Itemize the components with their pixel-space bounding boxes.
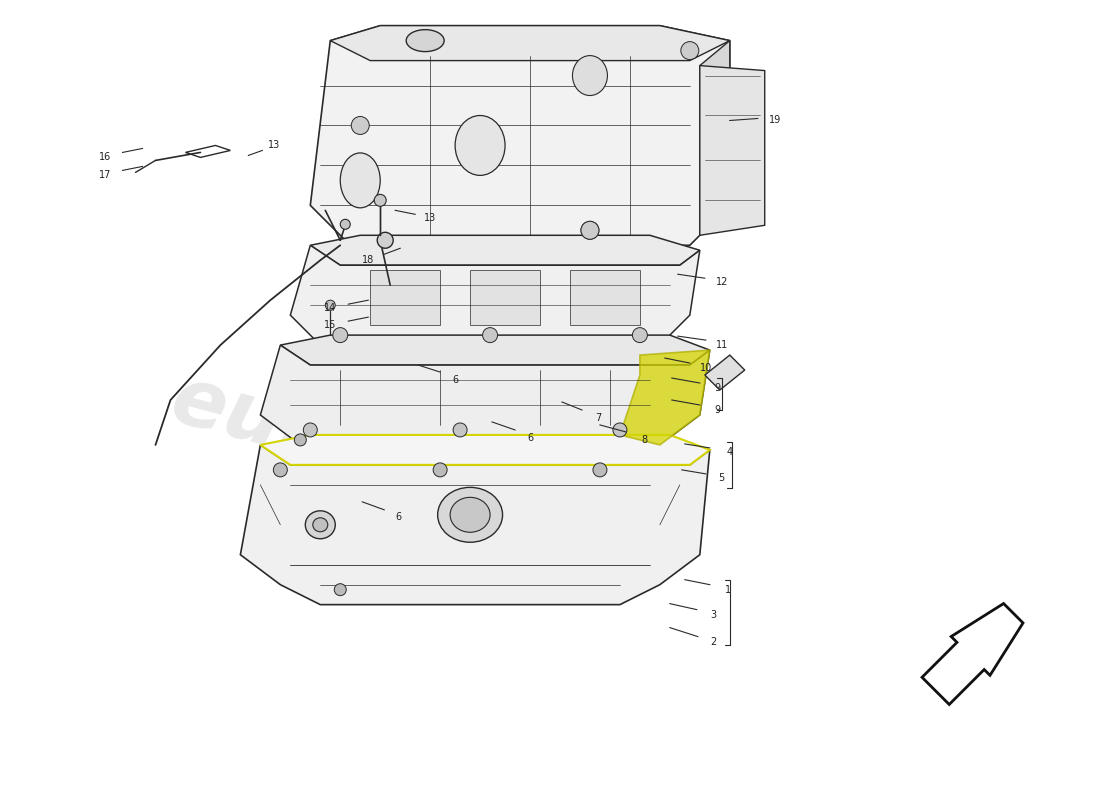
Polygon shape [280,335,710,365]
Text: 6: 6 [452,375,459,385]
Text: 6: 6 [527,433,534,443]
Ellipse shape [572,55,607,95]
Ellipse shape [433,463,447,477]
Text: 9: 9 [715,405,720,415]
Ellipse shape [340,153,381,208]
Ellipse shape [455,115,505,175]
Text: eurospares: eurospares [162,360,674,567]
Polygon shape [371,270,440,325]
Text: 18: 18 [362,255,374,266]
Text: 6: 6 [395,512,402,522]
Polygon shape [310,26,729,246]
Text: a passion for cars since 1985: a passion for cars since 1985 [397,507,659,580]
Polygon shape [705,355,745,390]
Text: 3: 3 [711,610,717,620]
Text: 1: 1 [725,585,730,594]
Ellipse shape [306,511,336,538]
Ellipse shape [333,328,348,342]
Text: 4: 4 [727,447,733,457]
Text: 11: 11 [716,340,728,350]
Ellipse shape [406,30,444,52]
Polygon shape [330,26,729,61]
Text: 16: 16 [99,153,112,162]
Ellipse shape [340,219,350,230]
Ellipse shape [681,42,698,59]
Polygon shape [700,66,764,235]
Text: 12: 12 [716,278,728,287]
Ellipse shape [450,498,491,532]
Text: 15: 15 [324,320,337,330]
Ellipse shape [377,232,393,248]
Text: 13: 13 [424,214,437,223]
Ellipse shape [453,423,468,437]
Text: 13: 13 [268,141,280,150]
Polygon shape [570,270,640,325]
Polygon shape [241,445,710,605]
Text: 8: 8 [641,435,648,445]
Polygon shape [700,41,729,235]
Ellipse shape [326,300,336,310]
Ellipse shape [581,222,598,239]
Ellipse shape [438,487,503,542]
Polygon shape [310,235,700,266]
Text: 17: 17 [99,170,112,180]
Ellipse shape [632,328,648,342]
Polygon shape [470,270,540,325]
Ellipse shape [613,423,627,437]
Ellipse shape [295,434,306,446]
Polygon shape [922,603,1023,705]
Ellipse shape [483,328,497,342]
Polygon shape [290,246,700,345]
Text: 14: 14 [324,303,337,313]
Text: 2: 2 [711,637,717,646]
Polygon shape [620,350,710,445]
Text: 19: 19 [769,115,781,126]
Ellipse shape [351,117,370,134]
Text: 9: 9 [715,383,720,393]
Polygon shape [261,435,710,465]
Ellipse shape [374,194,386,206]
Ellipse shape [312,518,328,532]
Ellipse shape [273,463,287,477]
Ellipse shape [334,584,346,596]
Text: 5: 5 [718,473,725,483]
Ellipse shape [304,423,317,437]
Polygon shape [261,345,710,445]
Ellipse shape [581,222,598,239]
Ellipse shape [593,463,607,477]
Text: 10: 10 [700,363,712,373]
Text: 7: 7 [595,413,601,423]
